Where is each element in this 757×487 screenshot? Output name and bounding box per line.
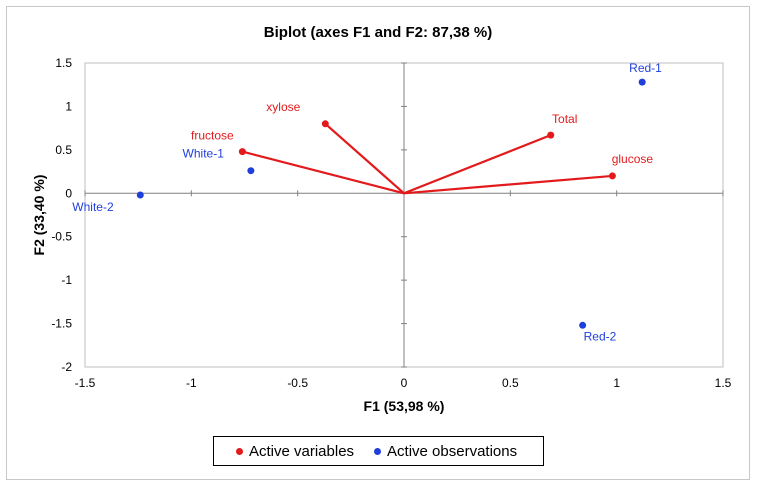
variable-point-glucose xyxy=(608,172,616,180)
legend-label-observations: Active observations xyxy=(387,442,518,460)
legend-item-variables: Active variables xyxy=(236,443,354,460)
variable-vector-xylose xyxy=(324,122,405,195)
y-tick-label: -0.5 xyxy=(51,230,72,244)
variable-label-fructose: fructose xyxy=(191,129,234,143)
x-tick-label: -1 xyxy=(186,376,197,390)
variable-label-glucose: glucose xyxy=(612,152,654,166)
variable-label-total: Total xyxy=(552,112,577,126)
x-tick-label: -0.5 xyxy=(287,376,308,390)
y-tick-label: 0 xyxy=(65,186,72,200)
observation-point-red-2 xyxy=(579,321,587,329)
y-tick-label: 0.5 xyxy=(55,143,72,157)
variable-label-xylose: xylose xyxy=(266,100,300,114)
y-tick-label: -1 xyxy=(61,273,72,287)
x-tick-label: 0.5 xyxy=(502,376,519,390)
y-tick-label: -1.5 xyxy=(51,317,72,331)
x-tick-label: 1 xyxy=(613,376,620,390)
observation-label-red-1: Red-1 xyxy=(629,61,662,75)
legend: Active variables Active observations xyxy=(213,436,544,466)
y-tick-label: -2 xyxy=(61,360,72,374)
variable-point-xylose xyxy=(321,120,329,128)
x-tick-label: 1.5 xyxy=(715,376,732,390)
observation-point-white-1 xyxy=(247,167,255,175)
observation-point-red-1 xyxy=(638,78,646,86)
observation-point-white-2 xyxy=(136,191,144,199)
legend-marker-observations xyxy=(374,447,382,455)
x-tick-label: -1.5 xyxy=(75,376,96,390)
legend-marker-variables xyxy=(236,447,243,455)
variable-point-total xyxy=(547,131,555,139)
variable-point-fructose xyxy=(238,148,246,156)
y-tick-label: 1 xyxy=(65,99,72,113)
legend-item-observations: Active observations xyxy=(374,443,517,460)
variable-vector-total xyxy=(403,134,552,195)
x-axis-label: F1 (53,98 %) xyxy=(364,398,445,414)
variable-vector-fructose xyxy=(242,150,405,195)
observation-label-white-2: White-2 xyxy=(72,200,114,214)
y-axis-label: F2 (33,40 %) xyxy=(31,175,47,256)
observation-label-red-2: Red-2 xyxy=(584,329,617,343)
x-tick-label: 0 xyxy=(401,376,408,390)
variable-vector-glucose xyxy=(403,174,613,195)
chart-frame xyxy=(6,6,750,480)
chart-title: Biplot (axes F1 and F2: 87,38 %) xyxy=(264,24,492,41)
legend-label-variables: Active variables xyxy=(249,442,355,460)
observation-label-white-1: White-1 xyxy=(183,147,225,161)
y-tick-label: 1.5 xyxy=(55,56,72,70)
